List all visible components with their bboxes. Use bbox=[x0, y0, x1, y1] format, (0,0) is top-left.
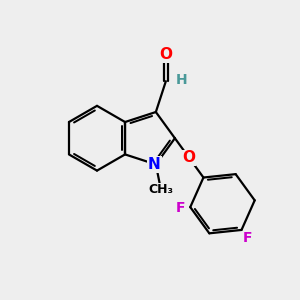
Text: H: H bbox=[176, 73, 188, 87]
Text: F: F bbox=[175, 201, 185, 215]
Text: N: N bbox=[148, 157, 161, 172]
Text: O: O bbox=[183, 150, 196, 165]
Text: O: O bbox=[159, 47, 172, 62]
Text: CH₃: CH₃ bbox=[148, 183, 173, 196]
Text: F: F bbox=[243, 231, 252, 245]
